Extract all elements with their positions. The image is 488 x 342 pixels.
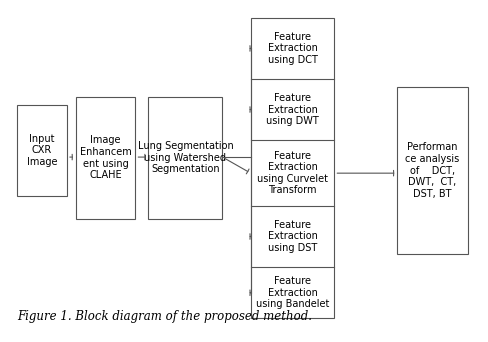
- Text: Image
Enhancem
ent using
CLAHE: Image Enhancem ent using CLAHE: [80, 135, 131, 180]
- Text: Feature
Extraction
using DCT: Feature Extraction using DCT: [267, 32, 318, 65]
- Bar: [17, 105, 67, 196]
- Bar: [251, 18, 334, 318]
- Text: Feature
Extraction
using DST: Feature Extraction using DST: [267, 220, 318, 253]
- Bar: [148, 97, 223, 219]
- Text: Feature
Extraction
using DWT: Feature Extraction using DWT: [266, 93, 319, 126]
- Bar: [397, 87, 468, 254]
- Text: Lung Segmentation
using Watershed
Segmentation: Lung Segmentation using Watershed Segmen…: [138, 141, 233, 174]
- Text: Feature
Extraction
using Bandelet: Feature Extraction using Bandelet: [256, 276, 329, 310]
- Bar: [76, 97, 136, 219]
- Text: Feature
Extraction
using Curvelet
Transform: Feature Extraction using Curvelet Transf…: [257, 150, 328, 195]
- Text: Input
CXR
Image: Input CXR Image: [27, 134, 57, 167]
- Text: Figure 1. Block diagram of the proposed method.: Figure 1. Block diagram of the proposed …: [17, 310, 312, 323]
- Text: Performan
ce analysis
of    DCT,
DWT,  CT,
DST, BT: Performan ce analysis of DCT, DWT, CT, D…: [406, 142, 460, 199]
